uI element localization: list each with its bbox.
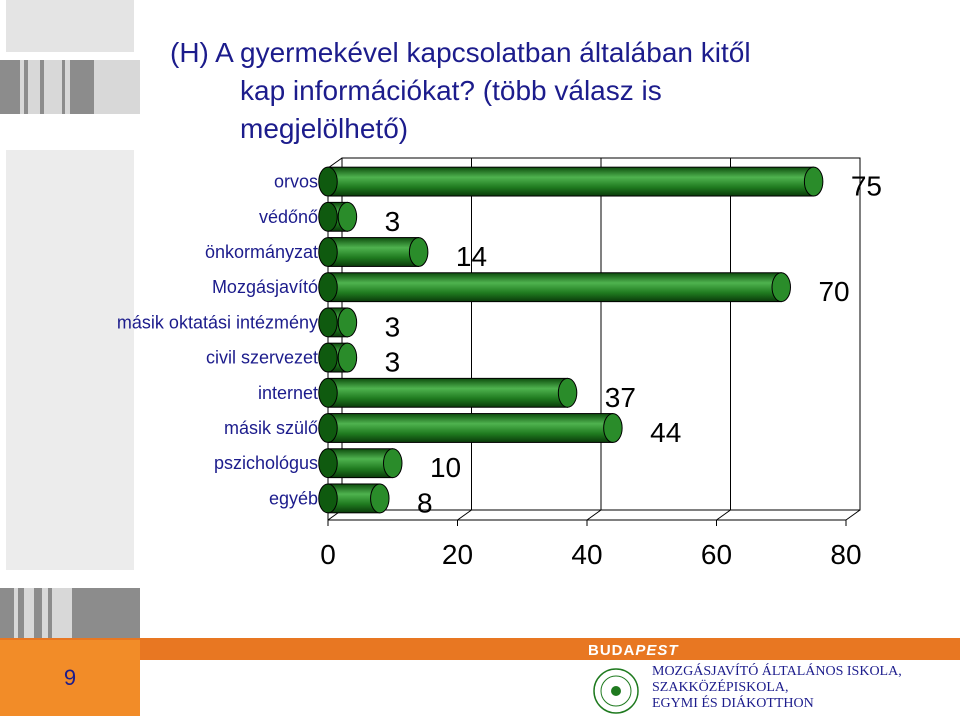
school-name-line-3: EGYMI ÉS DIÁKOTTHON (652, 696, 814, 711)
category-label: önkormányzat (205, 242, 318, 262)
bar (327, 448, 394, 479)
grid-floor-line (457, 509, 472, 521)
bar-base (318, 413, 338, 443)
bar-cap (408, 237, 429, 267)
data-label: 3 (385, 206, 401, 237)
title-line-1: (H) A gyermekével kapcsolatban általában… (170, 37, 751, 68)
bar (327, 237, 420, 267)
grid-floor-line (586, 509, 602, 521)
bar-cap (557, 377, 578, 408)
category-label: védőnő (259, 207, 318, 227)
budapest-logo: BUDAPEST (588, 642, 679, 662)
school-name-line-2: SZAKKÖZÉPISKOLA, (652, 680, 789, 695)
x-tick-label: 40 (571, 539, 602, 570)
bar (327, 413, 614, 443)
bar-cap (383, 448, 403, 479)
category-label: Mozgásjavító (212, 277, 318, 297)
bar-cap (771, 272, 791, 303)
bar-base (318, 483, 338, 514)
x-tick-label: 80 (830, 539, 861, 570)
bar-cap (603, 413, 623, 443)
bar-base (318, 201, 338, 232)
bar (327, 272, 782, 303)
bar-cap (803, 166, 824, 197)
data-label: 70 (818, 276, 849, 307)
title-line-3: megjelölhető) (240, 113, 409, 144)
decor-block-middle (6, 150, 134, 570)
page-number: 9 (0, 640, 140, 716)
bar (327, 166, 815, 197)
school-seal-icon (593, 668, 639, 714)
grid-floor-line (845, 509, 861, 521)
decor-block-top (6, 0, 134, 52)
category-label: pszichológus (214, 453, 318, 473)
decor-stripes-top (0, 60, 140, 114)
bar (327, 377, 569, 408)
data-label: 37 (605, 382, 636, 413)
bar-base (318, 237, 338, 267)
brand-left: BUDA (588, 642, 636, 659)
y-axis-depth-line (327, 157, 343, 169)
slide-title: (H) A gyermekével kapcsolatban általában… (170, 34, 930, 148)
data-label: 8 (417, 487, 433, 518)
bar-cap (370, 483, 390, 514)
bar-cap (337, 342, 358, 373)
bar-base (318, 272, 338, 303)
footer-area (0, 660, 960, 716)
data-label: 3 (385, 347, 401, 378)
x-tick-label: 20 (442, 539, 473, 570)
bar-base (318, 377, 338, 408)
category-label: civil szervezet (206, 348, 318, 368)
school-name: MOZGÁSJAVÍTÓ ÁLTALÁNOS ISKOLA, SZAKKÖZÉP… (652, 664, 902, 712)
category-label: másik szülő (224, 418, 318, 438)
grid-floor-line (716, 509, 731, 521)
data-label: 3 (385, 311, 401, 342)
x-tick-label: 60 (701, 539, 732, 570)
bar-chart: 0 20 40 60 80 orvos 75 védőnő 3 önkormányzat 14 Moz… (117, 157, 882, 570)
bar-base (318, 307, 338, 338)
title-line-2: kap információkat? (több válasz is (240, 75, 662, 106)
data-label: 44 (650, 417, 681, 448)
footer-bar (0, 638, 960, 660)
bar-cap (337, 201, 358, 232)
category-label: orvos (274, 172, 318, 192)
data-label: 14 (456, 241, 487, 272)
decor-stripes-bottom (0, 588, 140, 638)
left-decorative-strip (0, 0, 140, 640)
bar-base (318, 342, 338, 373)
school-name-line-1: MOZGÁSJAVÍTÓ ÁLTALÁNOS ISKOLA, (652, 664, 902, 679)
data-label: 10 (430, 452, 461, 483)
category-label: internet (258, 383, 318, 403)
category-label: egyéb (269, 488, 318, 508)
bar-base (318, 448, 338, 479)
x-tick-label: 0 (320, 539, 336, 570)
bar-base (318, 166, 338, 197)
data-label: 75 (851, 171, 882, 202)
bar-cap (337, 307, 358, 338)
category-label: másik oktatási intézmény (117, 312, 318, 332)
brand-right: PEST (635, 642, 679, 659)
